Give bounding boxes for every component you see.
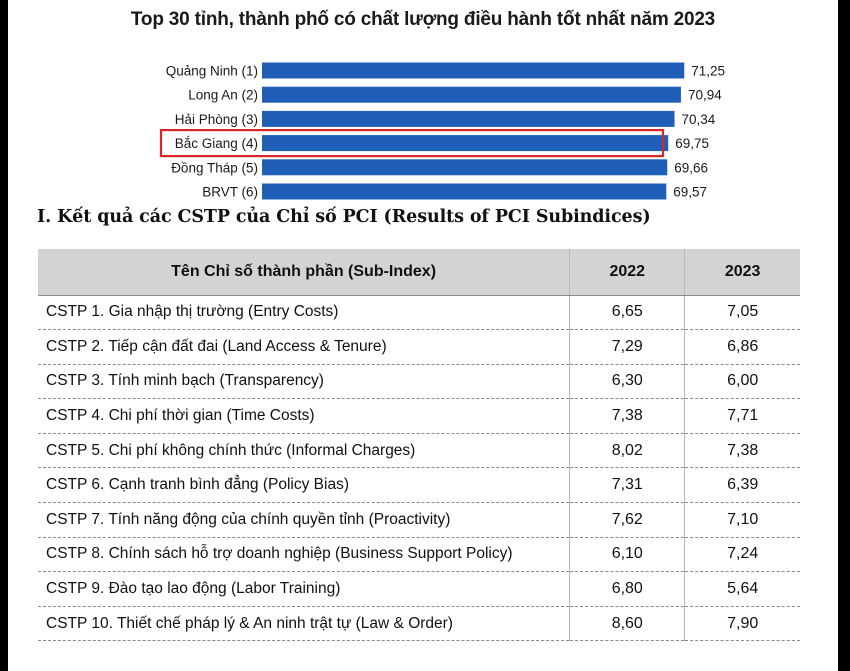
table-row: CSTP 4. Chi phí thời gian (Time Costs) 7,… [38,398,800,434]
table-row: CSTP 7. Tính năng động của chính quyền t… [38,502,800,538]
subindex-name-cell: CSTP 6. Cạnh tranh bình đẳng (Policy Bia… [38,467,570,504]
table-row: CSTP 3. Tính minh bạch (Transparency) 6,3… [38,364,800,400]
header-year-2023: 2023 [684,249,800,296]
highlight-box [159,129,665,158]
value-2023-cell: 7,05 [684,295,800,331]
value-2023-cell: 6,39 [684,467,800,504]
infographic: Top 30 tỉnh, thành phố có chất lượng điề… [8,0,838,671]
value-2023-cell: 6,00 [684,364,800,400]
value-2023-cell: 7,90 [684,606,800,642]
subindex-name-cell: CSTP 9. Đào tạo lao động (Labor Training… [38,571,570,607]
table-body: CSTP 1. Gia nhập thị trường (Entry Costs… [38,295,800,642]
table-row: CSTP 1. Gia nhập thị trường (Entry Costs… [38,295,800,331]
bar-category-label: Long An (2) [188,88,258,103]
value-2022-cell: 6,30 [569,364,685,400]
subindex-name-cell: CSTP 2. Tiếp cận đất đai (Land Access & … [38,329,570,365]
value-2022-cell: 6,65 [569,295,685,331]
value-2022-cell: 8,02 [569,433,685,469]
bar-value-label: 70,34 [682,112,716,127]
table-row: CSTP 2. Tiếp cận đất đai (Land Access & … [38,329,800,365]
bar [262,183,667,200]
value-2022-cell: 7,29 [569,329,685,365]
header-year-2022: 2022 [569,249,685,296]
table-row: CSTP 8. Chính sách hỗ trợ doanh nghiệp (… [38,537,800,573]
subindex-name-cell: CSTP 10. Thiết chế pháp lý & An ninh trậ… [38,606,570,642]
value-2022-cell: 6,80 [569,571,685,607]
table-row: CSTP 5. Chi phí không chính thức (Inform… [38,433,800,469]
subindex-name-cell: CSTP 5. Chi phí không chính thức (Inform… [38,433,570,469]
table-row: CSTP 10. Thiết chế pháp lý & An ninh trậ… [38,606,800,642]
bar-category-label: Đồng Tháp (5) [171,160,258,175]
value-2023-cell: 7,24 [684,537,800,573]
value-2022-cell: 8,60 [569,606,685,642]
value-2023-cell: 7,38 [684,433,800,469]
bar [262,159,668,176]
subindex-name-cell: CSTP 4. Chi phí thời gian (Time Costs) [38,398,570,434]
value-2022-cell: 6,10 [569,537,685,573]
bar-category-label: Quảng Ninh (1) [166,64,258,79]
bar-value-label: 70,94 [688,88,722,103]
table-header-row: Tên Chỉ số thành phần (Sub-Index) 2022 2… [38,249,800,296]
value-2022-cell: 7,31 [569,467,685,504]
bar-value-label: 71,25 [691,64,725,79]
bar-category-label: Hải Phòng (3) [175,112,258,127]
value-2023-cell: 7,10 [684,502,800,538]
chart-title: Top 30 tỉnh, thành phố có chất lượng điề… [130,9,716,30]
bar-chart: Quảng Ninh (1) 71,25 Long An (2) 70,94 Hải P… [159,62,725,200]
table-row: CSTP 6. Cạnh tranh bình đẳng (Policy Bia… [38,467,800,504]
subindex-name-cell: CSTP 7. Tính năng động của chính quyền t… [38,502,570,538]
subindex-table: Tên Chỉ số thành phần (Sub-Index) 2022 2… [38,249,800,642]
bar [262,135,669,152]
subindex-name-cell: CSTP 1. Gia nhập thị trường (Entry Costs… [38,295,570,331]
value-2023-cell: 7,71 [684,398,800,434]
header-subindex-name: Tên Chỉ số thành phần (Sub-Index) [38,249,570,296]
bar [262,62,685,79]
section-heading: I. Kết quả các CSTP của Chỉ số PCI (Resu… [37,207,651,227]
bar-category-label: Bắc Giang (4) [175,136,258,151]
bar-value-label: 69,66 [674,160,708,175]
bar-category-label: BRVT (6) [202,185,258,200]
bar [262,86,681,103]
table-row: CSTP 9. Đào tạo lao động (Labor Training… [38,571,800,607]
value-2022-cell: 7,38 [569,398,685,434]
subindex-name-cell: CSTP 8. Chính sách hỗ trợ doanh nghiệp (… [38,537,570,573]
subindex-name-cell: CSTP 3. Tính minh bạch (Transparency) [38,364,570,400]
bar-value-label: 69,75 [675,136,709,151]
bar [262,110,675,127]
bar-value-label: 69,57 [673,185,707,200]
value-2023-cell: 6,86 [684,329,800,365]
value-2022-cell: 7,62 [569,502,685,538]
value-2023-cell: 5,64 [684,571,800,607]
